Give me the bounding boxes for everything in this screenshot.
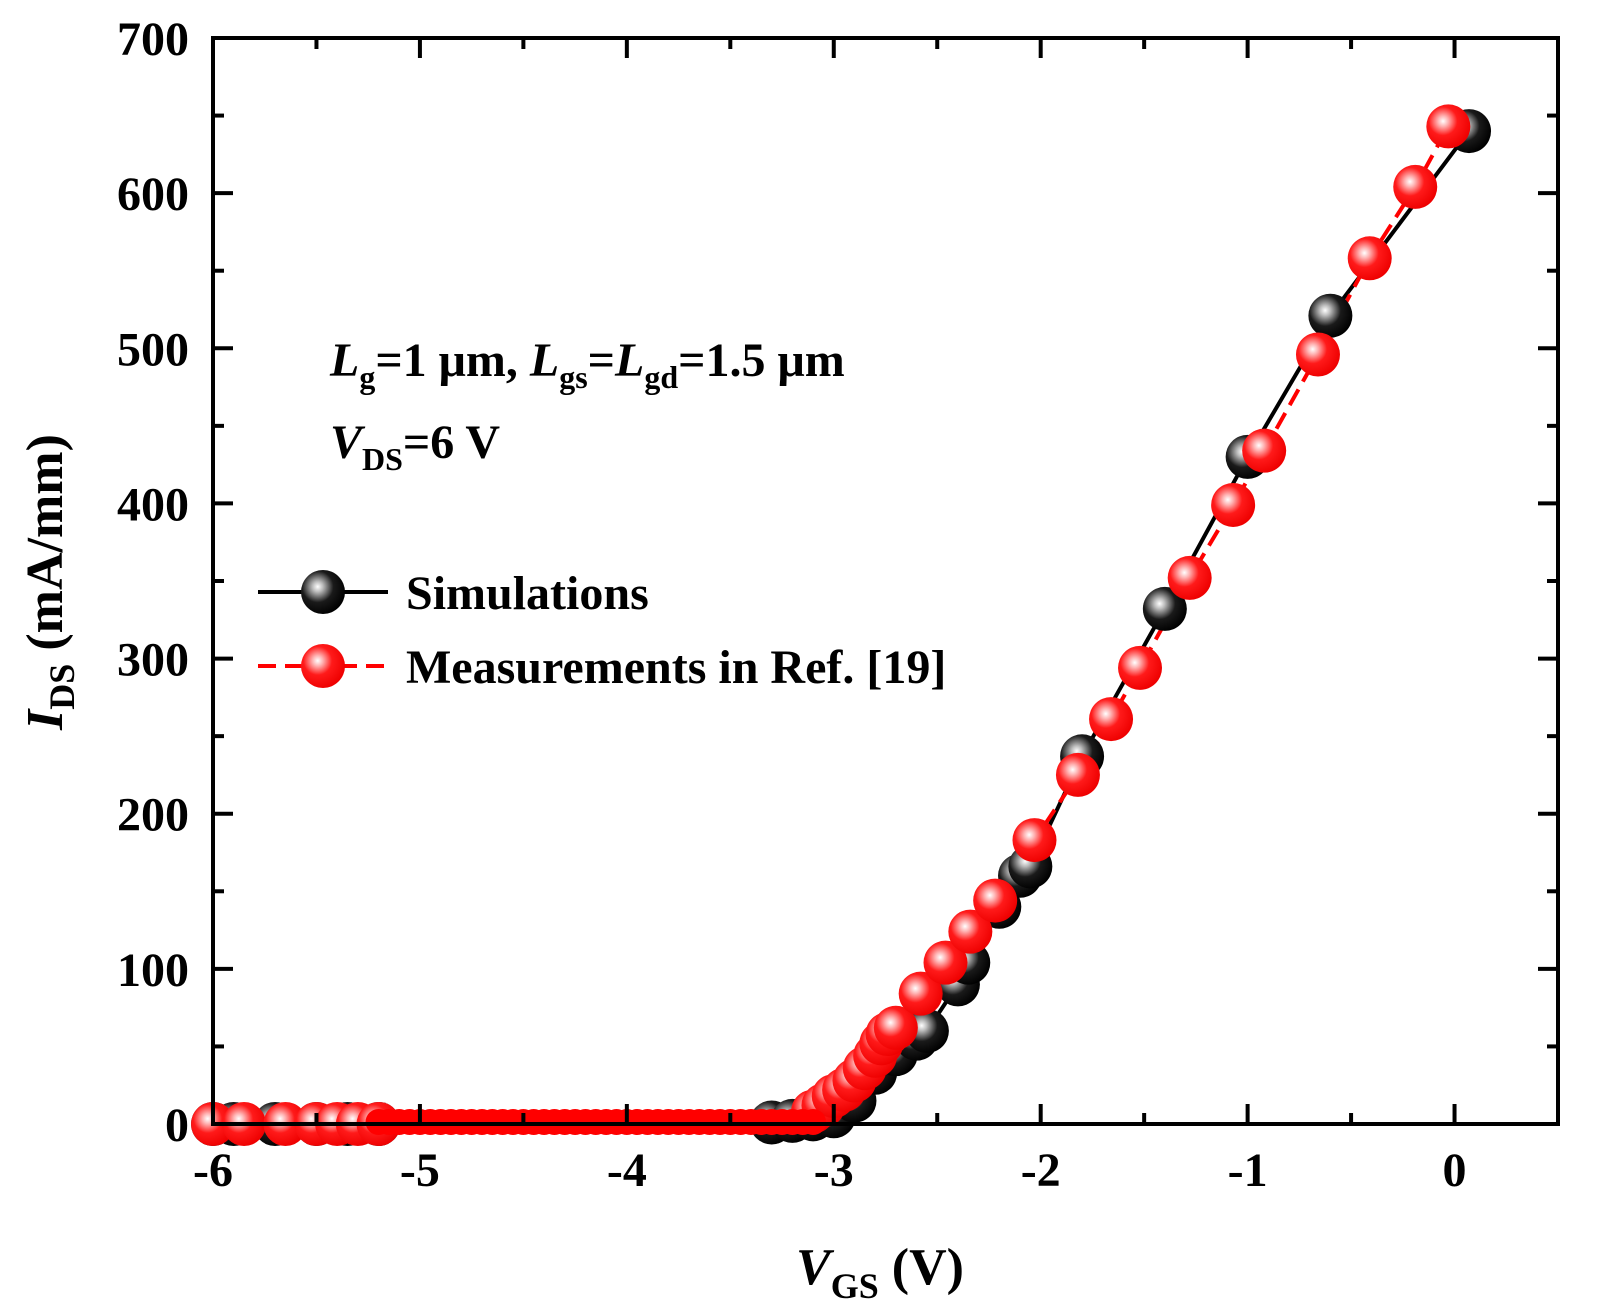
data-point-measurements bbox=[898, 971, 943, 1016]
x-tick-label: -1 bbox=[1228, 1144, 1268, 1197]
data-point-measurements bbox=[1167, 555, 1212, 600]
y-tick-label: 500 bbox=[117, 323, 189, 376]
y-axis-title-unit: (mA/mm) bbox=[17, 434, 74, 664]
data-point-measurements bbox=[1393, 164, 1438, 209]
legend-marker-measurements bbox=[301, 644, 345, 688]
y-tick-label: 400 bbox=[117, 478, 189, 531]
annotation-bias: VDS=6 V bbox=[330, 416, 500, 477]
series-line-measurements bbox=[213, 125, 1451, 1126]
x-tick-label: -4 bbox=[607, 1144, 647, 1197]
series-markers-measurements bbox=[191, 104, 1471, 1146]
y-tick-label: 200 bbox=[117, 789, 189, 842]
ticks-layer: -6 -5 -4 -3 -2 -1 0 0 100 200 300 400 500 600 700 bbox=[117, 13, 1558, 1197]
series-layer bbox=[191, 104, 1492, 1146]
y-axis-title-symbol: I bbox=[17, 708, 74, 731]
legend-entry-simulations: Simulations bbox=[258, 567, 649, 620]
series-line-simulations bbox=[213, 129, 1471, 1126]
data-point-measurements bbox=[1347, 236, 1392, 281]
y-axis-title: IDS (mA/mm) bbox=[17, 434, 82, 731]
legend-entry-measurements: Measurements in Ref. [19] bbox=[258, 641, 946, 694]
data-point-measurements bbox=[948, 909, 993, 954]
x-tick-label: 0 bbox=[1443, 1144, 1467, 1197]
annotation-geometry: Lg=1 μm, Lgs=Lgd=1.5 μm bbox=[329, 334, 845, 395]
data-point-measurements bbox=[1055, 752, 1100, 797]
data-point-measurements bbox=[1118, 645, 1163, 690]
x-tick-label: -2 bbox=[1021, 1144, 1061, 1197]
data-point-measurements bbox=[1211, 482, 1256, 527]
legend-label-measurements: Measurements in Ref. [19] bbox=[406, 641, 946, 694]
x-axis-title: VGS (V) bbox=[796, 1239, 964, 1306]
data-point-measurements bbox=[1089, 697, 1134, 742]
x-tick-label: -3 bbox=[814, 1144, 854, 1197]
y-tick-label: 600 bbox=[117, 168, 189, 221]
data-point-measurements bbox=[1295, 332, 1340, 377]
y-tick-label: 0 bbox=[165, 1099, 189, 1152]
data-point-simulations bbox=[1308, 293, 1353, 338]
x-axis-title-subscript: GS bbox=[831, 1266, 879, 1306]
y-axis-title-subscript: DS bbox=[42, 664, 82, 710]
y-tick-label: 300 bbox=[117, 634, 189, 687]
legend: Simulations Measurements in Ref. [19] bbox=[258, 567, 946, 694]
x-tick-label: -5 bbox=[400, 1144, 440, 1197]
data-point-measurements bbox=[973, 878, 1018, 923]
x-tick-label: -6 bbox=[193, 1144, 233, 1197]
x-axis-title-unit: (V) bbox=[879, 1239, 964, 1296]
x-axis-title-symbol: V bbox=[796, 1239, 835, 1296]
y-tick-label: 700 bbox=[117, 13, 189, 66]
data-point-simulations bbox=[1142, 586, 1187, 631]
y-tick-label: 100 bbox=[117, 944, 189, 997]
legend-marker-simulations bbox=[301, 570, 345, 614]
series-markers-simulations bbox=[191, 109, 1492, 1146]
data-point-measurements bbox=[1426, 104, 1471, 149]
data-point-measurements bbox=[1242, 428, 1287, 473]
data-point-measurements bbox=[1012, 818, 1057, 863]
data-point-measurements bbox=[923, 940, 968, 985]
legend-label-simulations: Simulations bbox=[406, 567, 649, 620]
data-point-measurements bbox=[873, 1005, 918, 1050]
